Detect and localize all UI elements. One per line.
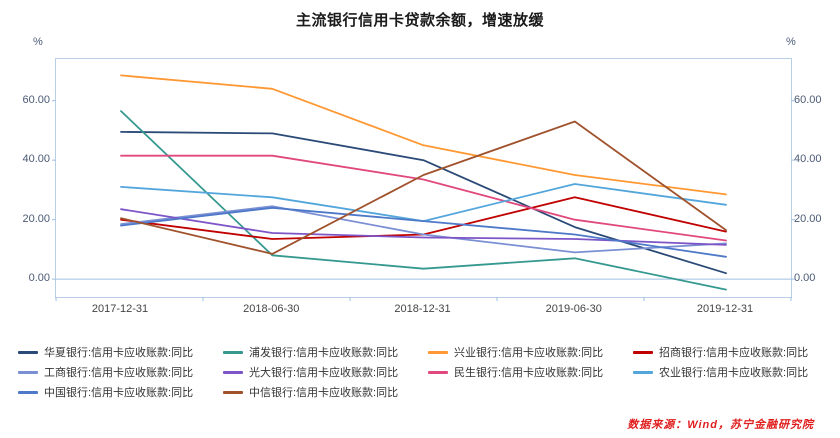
legend-item-8: 中国银行:信用卡应收账款:同比 [18,385,223,399]
legend-label: 兴业银行:信用卡应收账款:同比 [454,347,604,359]
legend-marker-icon [18,370,38,374]
legend-label: 华夏银行:信用卡应收账款:同比 [44,347,194,359]
plot-area [52,58,795,301]
legend-label: 光大银行:信用卡应收账款:同比 [249,367,399,379]
legend-label: 浦发银行:信用卡应收账款:同比 [249,347,399,359]
series-line-3 [120,196,727,240]
data-source-note: 数据来源：Wind，苏宁金融研究院 [627,419,814,431]
x-tick-label: 2019-12-31 [696,303,754,315]
legend-item-2: 兴业银行:信用卡应收账款:同比 [428,345,633,359]
y-axis-unit-left: % [33,36,43,48]
legend-label: 中信银行:信用卡应收账款:同比 [249,387,399,399]
y-tick-label-right: 20.00 [794,212,822,225]
x-tick-label: 2017-12-31 [91,303,149,315]
legend-item-3: 招商银行:信用卡应收账款:同比 [633,345,838,359]
chart-title: 主流银行信用卡贷款余额，增速放缓 [295,12,544,29]
series-line-4 [120,205,727,254]
y-tick-label-left: 60.00 [22,93,50,106]
legend-marker-icon [223,370,243,374]
legend: 华夏银行:信用卡应收账款:同比 浦发银行:信用卡应收账款:同比 兴业银行:信用卡应收… [18,345,838,399]
legend-item-7: 农业银行:信用卡应收账款:同比 [633,365,838,379]
legend-label: 农业银行:信用卡应收账款:同比 [659,367,809,379]
legend-marker-icon [18,350,38,354]
legend-marker-icon [223,350,243,354]
x-tick-label: 2018-06-30 [243,303,300,315]
y-tick-label-right: 60.00 [794,93,822,106]
series-line-2 [120,74,727,196]
legend-marker-icon [633,350,653,354]
legend-label: 中国银行:信用卡应收账款:同比 [44,387,194,399]
legend-item-1: 浦发银行:信用卡应收账款:同比 [223,345,428,359]
legend-marker-icon [633,370,653,374]
y-tick-label-right: 40.00 [794,153,822,166]
legend-item-9: 中信银行:信用卡应收账款:同比 [223,385,428,399]
legend-marker-icon [18,390,38,394]
y-tick-label-left: 20.00 [22,212,50,225]
series-line-6 [120,154,727,242]
series-line-5 [120,208,727,246]
legend-label: 招商银行:信用卡应收账款:同比 [659,347,809,359]
series-line-8 [120,206,727,258]
legend-marker-icon [223,390,243,394]
legend-item-5: 光大银行:信用卡应收账款:同比 [223,365,428,379]
series-line-1 [120,110,727,291]
legend-item-6: 民生银行:信用卡应收账款:同比 [428,365,633,379]
legend-label: 民生银行:信用卡应收账款:同比 [454,367,604,379]
series-line-0 [120,131,727,275]
legend-item-4: 工商银行:信用卡应收账款:同比 [18,365,223,379]
legend-marker-icon [428,350,448,354]
x-tick-label: 2018-12-31 [394,303,451,315]
y-tick-label-left: 40.00 [22,153,50,166]
x-tick-label: 2019-06-30 [545,303,602,315]
y-tick-label-left: 0.00 [28,272,50,285]
y-tick-label-right: 0.00 [794,272,816,285]
legend-label: 工商银行:信用卡应收账款:同比 [44,367,194,379]
legend-item-0: 华夏银行:信用卡应收账款:同比 [18,345,223,359]
legend-marker-icon [428,370,448,374]
series-line-9 [120,120,727,255]
y-axis-unit-right: % [786,36,796,48]
line-chart [52,74,795,301]
